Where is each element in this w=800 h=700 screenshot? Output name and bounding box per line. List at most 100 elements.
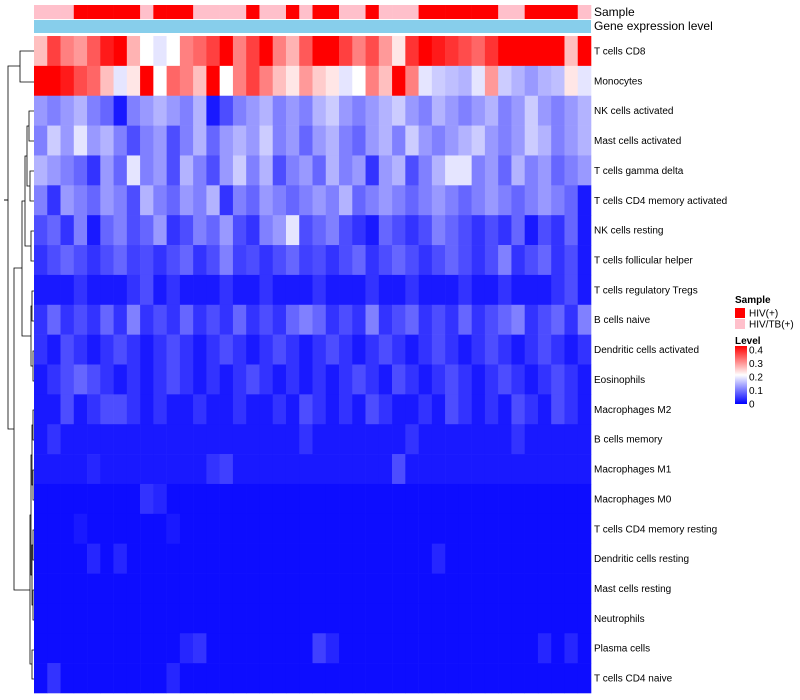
heatmap-cell <box>259 215 274 246</box>
heatmap-cell <box>60 573 75 604</box>
heatmap-cell <box>259 185 274 216</box>
heatmap-cell <box>179 573 194 604</box>
heatmap-cell <box>458 245 472 276</box>
row-label: Neutrophils <box>594 614 645 625</box>
heatmap-cell <box>498 454 512 485</box>
heatmap-cell <box>392 424 406 455</box>
heatmap-cell <box>232 663 247 694</box>
heatmap-cell <box>232 274 247 306</box>
heatmap-cell <box>246 424 260 455</box>
heatmap-cell <box>179 95 194 126</box>
heatmap-cell <box>484 394 499 425</box>
heatmap-cell <box>299 454 313 485</box>
heatmap-cell <box>34 215 48 246</box>
heatmap-cell <box>352 513 366 544</box>
heatmap-cell <box>246 454 260 485</box>
heatmap-cell <box>378 483 393 515</box>
heatmap-cell <box>564 364 579 395</box>
heatmap-cell <box>113 36 128 67</box>
heatmap-cell <box>126 245 141 276</box>
heatmap-cell <box>179 513 194 544</box>
sample-annotation-cell <box>179 5 194 19</box>
heatmap-cell <box>352 543 366 574</box>
heatmap-cell <box>272 36 287 67</box>
heatmap-cell <box>378 424 393 455</box>
heatmap-cell <box>378 663 393 694</box>
heatmap-cell <box>325 215 340 246</box>
legend-level-tick: 0.1 <box>749 386 763 397</box>
heatmap-cell <box>100 603 114 634</box>
heatmap-cell <box>34 334 48 365</box>
heatmap-cell <box>126 155 141 186</box>
heatmap-cell <box>126 274 141 306</box>
heatmap-cell <box>34 364 48 395</box>
heatmap-cell <box>166 125 181 156</box>
heatmap-cell <box>47 394 61 425</box>
heatmap-cell <box>34 36 48 67</box>
heatmap-cell <box>87 334 101 365</box>
heatmap-cell <box>153 125 167 156</box>
heatmap-cell <box>113 334 128 365</box>
heatmap-cell <box>524 334 539 365</box>
heatmap-cell <box>259 424 274 455</box>
heatmap-cell <box>392 65 406 97</box>
heatmap-cell <box>166 603 181 634</box>
heatmap-cell <box>392 633 406 664</box>
heatmap-cell <box>166 573 181 604</box>
heatmap-cell <box>153 424 167 455</box>
heatmap-cell <box>418 543 433 574</box>
heatmap-cell <box>34 513 48 544</box>
heatmap-cell <box>484 95 499 126</box>
heatmap-cell <box>153 274 167 306</box>
heatmap-cell <box>458 603 472 634</box>
heatmap-cell <box>577 155 592 186</box>
heatmap-cell <box>47 304 61 335</box>
heatmap-cell <box>511 95 525 126</box>
heatmap-cell <box>166 304 181 335</box>
heatmap-cell <box>577 245 592 276</box>
sample-annotation-cell <box>140 5 154 19</box>
heatmap-cell <box>73 483 88 515</box>
heatmap-cell <box>47 573 61 604</box>
heatmap-cell <box>206 513 220 544</box>
heatmap-cell <box>498 573 512 604</box>
heatmap-cell <box>140 274 154 306</box>
heatmap-cell <box>47 245 61 276</box>
heatmap-cell <box>126 65 141 97</box>
heatmap-cell <box>378 245 393 276</box>
heatmap-cell <box>458 215 472 246</box>
heatmap-cell <box>325 245 340 276</box>
heatmap-cell <box>392 394 406 425</box>
heatmap-cell <box>551 543 565 574</box>
sample-annotation-cell <box>285 5 300 19</box>
heatmap-cell <box>47 364 61 395</box>
heatmap-cell <box>484 245 499 276</box>
heatmap-cell <box>285 36 300 67</box>
heatmap-cell <box>551 334 565 365</box>
heatmap-cell <box>87 274 101 306</box>
heatmap-cell <box>87 483 101 515</box>
heatmap-cell <box>206 543 220 574</box>
heatmap-cell <box>232 185 247 216</box>
heatmap-cell <box>471 334 486 365</box>
sample-annotation-cell <box>431 5 446 19</box>
heatmap-cell <box>47 274 61 306</box>
heatmap-cell <box>378 364 393 395</box>
heatmap-cell <box>73 364 88 395</box>
heatmap-cell <box>179 663 194 694</box>
heatmap-cell <box>365 364 380 395</box>
heatmap-cell <box>577 633 592 664</box>
heatmap-cell <box>418 603 433 634</box>
heatmap-cell <box>113 215 128 246</box>
heatmap-cell <box>392 245 406 276</box>
heatmap-cell <box>232 603 247 634</box>
heatmap-cell <box>47 95 61 126</box>
heatmap-cell <box>564 663 579 694</box>
heatmap-cell <box>193 483 207 515</box>
legend-level-title: Level <box>735 336 761 347</box>
legend-swatch <box>735 308 745 318</box>
heatmap-cell <box>87 36 101 67</box>
heatmap-cell <box>299 334 313 365</box>
heatmap-cell <box>140 424 154 455</box>
